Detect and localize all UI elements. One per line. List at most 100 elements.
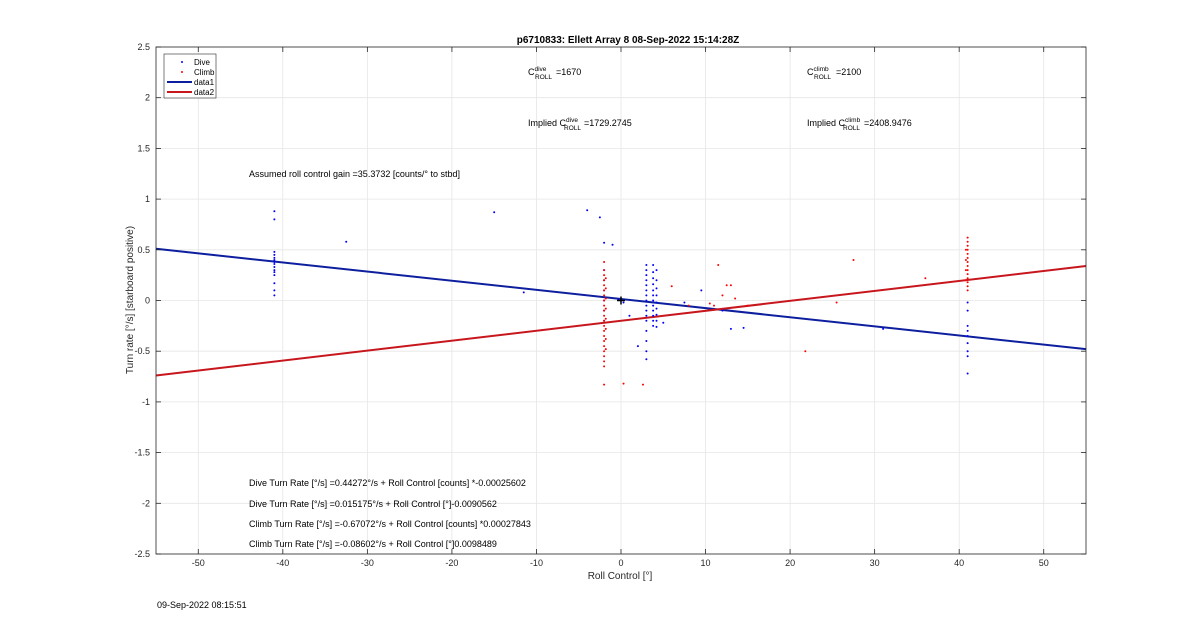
legend-climb-label: Climb [194, 68, 215, 77]
dive-point [273, 269, 276, 272]
climb-point [966, 244, 969, 247]
chart-title: p6710833: Ellett Array 8 08-Sep-2022 15:… [517, 35, 740, 46]
dive-point [655, 294, 658, 297]
climb-point [604, 277, 607, 280]
dive-point [655, 279, 658, 282]
dive-point [273, 258, 276, 261]
dive-point [628, 314, 631, 317]
fit-line-data2 [155, 265, 1087, 377]
implied-climb-sup: climb [845, 117, 861, 124]
dive-point [645, 340, 648, 343]
x-tick-label: -20 [445, 558, 458, 568]
c-dive-sup: dive [535, 66, 547, 73]
dive-point [273, 210, 276, 213]
climb-point [603, 269, 606, 272]
climb-point [687, 304, 690, 307]
climb-point [966, 240, 969, 243]
svg-text:Cdive: Cdive [528, 66, 547, 77]
dive-point [729, 327, 732, 330]
climb-point [603, 350, 606, 353]
y-tick-label: 2 [145, 93, 150, 103]
y-tick-label: 1 [145, 194, 150, 204]
roll-gain-annotation: Assumed roll control gain =35.3732 [coun… [249, 169, 460, 179]
y-tick-label: -0.5 [134, 346, 150, 356]
climb-point [670, 285, 673, 288]
climb-point [966, 265, 969, 268]
annotation-implied-dive: Implied Cdive ROLL =1729.2745 [528, 117, 632, 132]
dive-point [655, 325, 658, 328]
dive-point [662, 321, 665, 324]
dive-point [645, 309, 648, 312]
climb-point [966, 236, 969, 239]
climb-point [713, 304, 715, 307]
climb-point [622, 382, 625, 385]
dive-point [882, 327, 885, 330]
data-points [273, 209, 969, 386]
origin-plus-marker [617, 296, 625, 305]
dive-point [966, 342, 969, 345]
climb-point [966, 273, 969, 276]
dive-point [603, 241, 606, 244]
dive-point [966, 301, 969, 304]
dive-point [645, 294, 648, 297]
climb-point [603, 279, 606, 282]
x-tick-label: 10 [701, 558, 711, 568]
dive-point [966, 324, 969, 327]
x-tick-label: -30 [361, 558, 374, 568]
climb-point [603, 365, 606, 368]
generation-timestamp: 09-Sep-2022 08:15:51 [157, 600, 247, 610]
climb-point [603, 319, 606, 322]
climb-point [964, 269, 967, 272]
x-tick-label: -50 [192, 558, 205, 568]
dive-point [652, 304, 655, 307]
climb-point [966, 252, 969, 255]
svg-text:Cclimb: Cclimb [807, 66, 829, 77]
climb-point [603, 345, 606, 348]
climb-point [603, 355, 606, 358]
c-dive-sub: ROLL [535, 74, 552, 81]
dive-point [622, 301, 625, 304]
c-climb-value: =2100 [836, 67, 861, 77]
climb-point [734, 297, 737, 300]
dive-point [652, 309, 655, 312]
dive-point [652, 283, 655, 286]
dive-point [273, 274, 276, 277]
climb-point [603, 284, 606, 287]
climb-point [708, 302, 711, 305]
implied-climb-prefix: Implied C [807, 118, 846, 128]
climb-point [603, 340, 606, 343]
dive-point [966, 334, 969, 337]
dive-point [645, 329, 648, 332]
legend-dive-label: Dive [194, 58, 211, 67]
climb-point [721, 294, 724, 297]
x-axis-label: Roll Control [°] [588, 571, 653, 582]
climb-degrees-equation: Climb Turn Rate [°/s] =-0.08602°/s + Rol… [249, 539, 497, 549]
dive-point [652, 271, 655, 274]
c-climb-sub: ROLL [814, 74, 831, 81]
climb-point [604, 348, 607, 351]
dive-point [645, 350, 648, 353]
dive-point [645, 289, 648, 292]
axis-ticks: -50 -40 -30 -20 -10 0 10 20 30 40 50-2.5-2-1.5-1-0… [134, 42, 1086, 568]
x-tick-label: -40 [276, 558, 289, 568]
climb-point [603, 309, 606, 312]
legend-box [163, 53, 217, 99]
y-tick-label: 2.5 [137, 42, 150, 52]
climb-point [964, 258, 967, 261]
climb-point [604, 327, 607, 330]
dive-point [652, 299, 655, 302]
dive-point [345, 240, 348, 243]
dive-point [273, 218, 276, 221]
climb-point [966, 289, 969, 292]
dive-point [645, 264, 648, 267]
dive-point [273, 282, 276, 285]
climb-point [966, 285, 969, 288]
y-tick-label: 0 [145, 296, 150, 306]
dive-point [966, 329, 969, 332]
y-axis-label: Turn rate [°/s] [starboard positive) [125, 226, 136, 374]
climb-point [603, 294, 606, 297]
dive-point [273, 294, 276, 297]
implied-climb-value: =2408.9476 [864, 118, 912, 128]
dive-point [645, 304, 648, 307]
dive-point [683, 301, 686, 304]
